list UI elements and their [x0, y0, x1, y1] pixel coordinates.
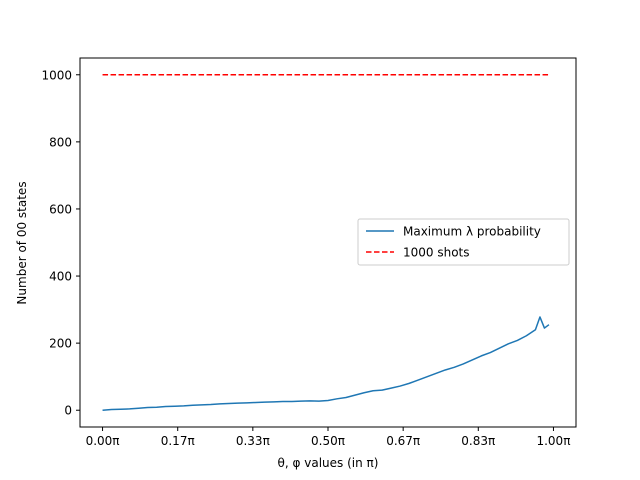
- x-tick-label: 0.67π: [386, 434, 420, 448]
- y-tick-label: 400: [49, 270, 72, 284]
- legend-box: [357, 218, 570, 266]
- y-tick-label: 200: [49, 337, 72, 351]
- y-tick-label: 600: [49, 202, 72, 216]
- x-tick-label: 0.33π: [236, 434, 270, 448]
- x-axis-label: θ, φ values (in π): [278, 456, 379, 470]
- x-tick-label: 0.00π: [86, 434, 120, 448]
- plot-area: [102, 74, 550, 411]
- x-tick-label: 0.83π: [461, 434, 495, 448]
- y-tick-label: 800: [49, 135, 72, 149]
- legend-label-shots: 1000 shots: [403, 246, 470, 260]
- x-axis: 0.00π 0.17π 0.33π 0.50π 0.67π 0.83π 1.00π: [86, 427, 570, 448]
- x-tick-label: 1.00π: [536, 434, 570, 448]
- x-tick-label: 0.17π: [161, 434, 195, 448]
- legend: Maximum λ probability 1000 shots: [357, 218, 570, 266]
- y-tick-label: 0: [64, 404, 72, 418]
- legend-label-lambda: Maximum λ probability: [403, 225, 541, 239]
- y-axis-label: Number of 00 states: [15, 181, 29, 304]
- y-axis: 0 200 400 600 800 1000: [41, 68, 80, 418]
- series-line-max-lambda: [102, 316, 550, 411]
- x-tick-label: 0.50π: [311, 434, 345, 448]
- y-tick-label: 1000: [41, 68, 72, 82]
